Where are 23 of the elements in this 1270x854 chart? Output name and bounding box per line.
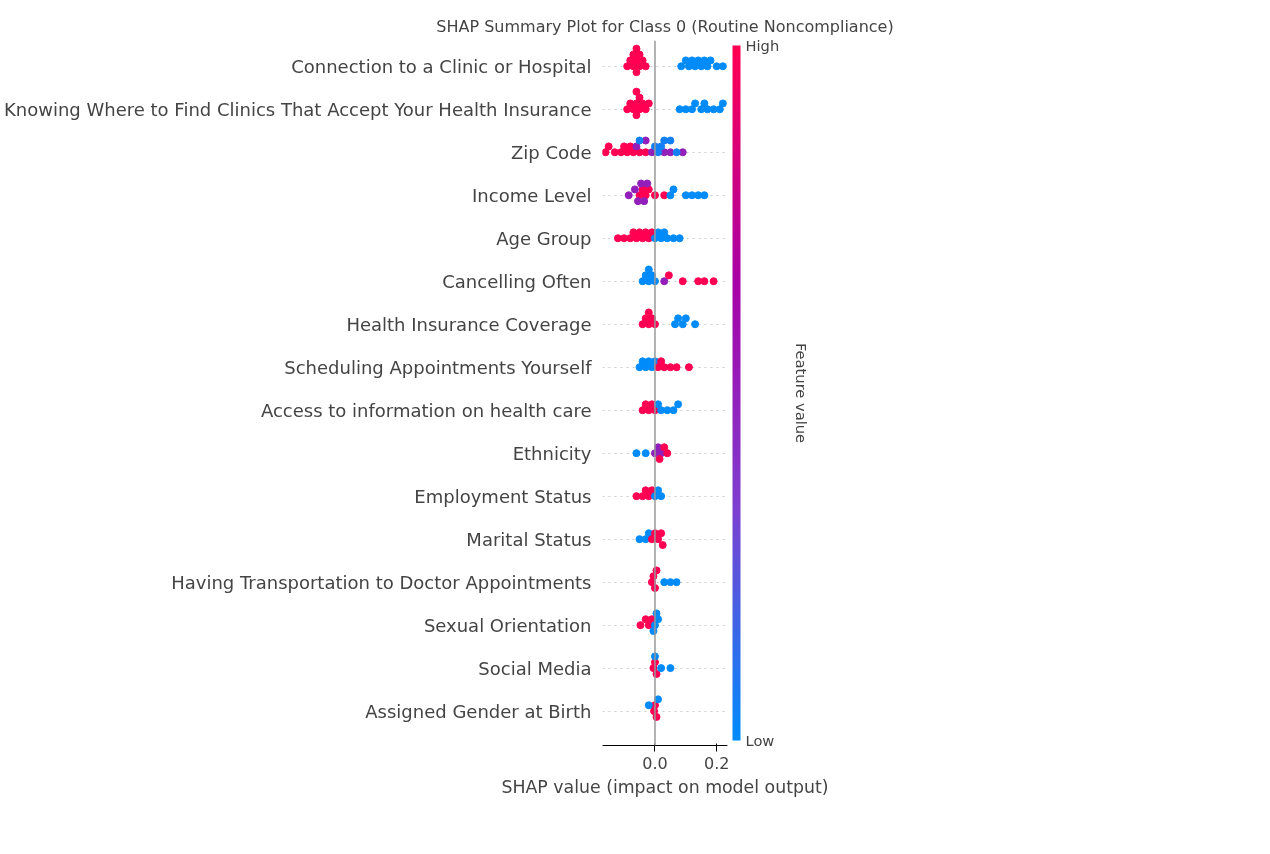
- x-axis-title: SHAP value (impact on model output): [501, 776, 829, 797]
- y-tick-label: Knowing Where to Find Clinics That Accept Your Health Insurance: [3, 98, 592, 120]
- y-tick-label: Marital Status: [466, 528, 592, 550]
- y-tick-label: Having Transportation to Doctor Appointments: [171, 571, 592, 593]
- y-tick-label: Income Level: [472, 184, 592, 206]
- x-tick-label: 0.2: [703, 753, 730, 773]
- y-tick-label: Access to information on health care: [260, 399, 592, 421]
- chart-title: SHAP Summary Plot for Class 0 (Routine Noncompliance): [436, 16, 894, 36]
- y-tick-label: Zip Code: [510, 141, 592, 163]
- y-tick-label: Ethnicity: [512, 442, 592, 464]
- x-tick-label: 0.0: [642, 753, 668, 773]
- y-tick-label: Connection to a Clinic or Hospital: [291, 55, 592, 77]
- y-tick-label: Assigned Gender at Birth: [365, 700, 592, 722]
- y-tick-label: Sexual Orientation: [423, 614, 592, 636]
- y-tick-label: Social Media: [478, 657, 592, 679]
- color-bar-title: Feature value: [792, 342, 810, 444]
- y-tick-label: Health Insurance Coverage: [346, 313, 592, 335]
- y-tick-label: Scheduling Appointments Yourself: [284, 356, 593, 378]
- y-tick-label: Cancelling Often: [442, 270, 592, 292]
- y-tick-label: Employment Status: [414, 485, 592, 507]
- y-tick-label: Age Group: [496, 227, 592, 249]
- color-bar-label: Low: [745, 732, 775, 749]
- color-bar-label: High: [745, 37, 780, 54]
